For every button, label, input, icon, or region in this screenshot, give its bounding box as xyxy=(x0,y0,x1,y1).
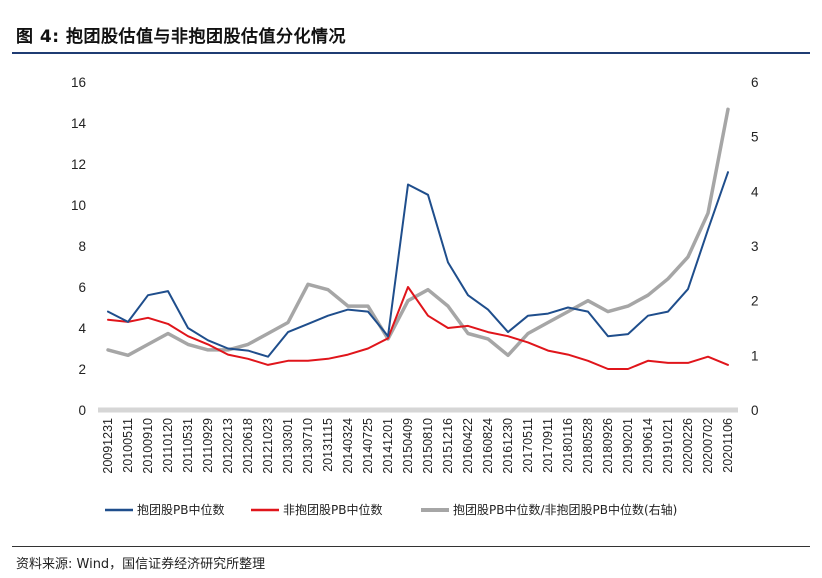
x-tick-label: 20121023 xyxy=(261,418,275,474)
x-tick-label: 20170911 xyxy=(541,418,555,473)
left-tick-label: 8 xyxy=(78,239,86,254)
footer-rule xyxy=(12,546,810,547)
x-tick-label: 20180528 xyxy=(581,418,595,474)
left-tick-label: 0 xyxy=(78,403,86,418)
figure-title: 图 4: 抱团股估值与非抱团股估值分化情况 xyxy=(16,27,346,47)
series-line-1 xyxy=(107,171,729,358)
x-tick-label: 20190201 xyxy=(621,418,635,474)
x-tick-label: 20160422 xyxy=(461,418,475,474)
x-tick-label: 20151216 xyxy=(441,418,455,474)
legend-label: 抱团股PB中位数 xyxy=(137,502,224,517)
left-tick-label: 2 xyxy=(78,362,86,377)
right-axis-ticks: 0 1 2 3 4 5 6 xyxy=(751,75,759,418)
x-tick-label: 20161230 xyxy=(501,418,515,474)
x-tick-label: 20120618 xyxy=(241,418,255,474)
source-note: 资料来源: Wind，国信证券经济研究所整理 xyxy=(16,557,266,572)
x-axis-ticks: 20091231 20100511 20100910 20110120 20110531… xyxy=(101,418,735,474)
series-lines xyxy=(106,107,730,370)
legend: 抱团股PB中位数 非抱团股PB中位数 抱团股PB中位数/非抱团股PB中位数(右轴) xyxy=(105,502,677,517)
x-tick-label: 20180926 xyxy=(601,418,615,474)
x-tick-label: 20141201 xyxy=(381,418,395,474)
right-tick-label: 3 xyxy=(751,239,759,254)
left-tick-label: 12 xyxy=(71,157,86,172)
right-tick-label: 0 xyxy=(751,403,759,418)
legend-label: 抱团股PB中位数/非抱团股PB中位数(右轴) xyxy=(453,502,677,517)
x-tick-label: 20200226 xyxy=(681,418,695,474)
x-tick-label: 20140324 xyxy=(341,418,355,474)
x-tick-label: 20180116 xyxy=(561,418,575,473)
right-tick-label: 2 xyxy=(751,294,759,309)
x-tick-label: 20191021 xyxy=(661,418,675,474)
x-tick-label: 20200702 xyxy=(701,418,715,474)
x-tick-label: 20150409 xyxy=(401,418,415,474)
x-tick-label: 20131115 xyxy=(321,418,335,472)
right-tick-label: 5 xyxy=(751,130,759,145)
left-axis-ticks: 0 2 4 6 8 10 12 14 16 xyxy=(71,75,87,418)
x-tick-label: 20150810 xyxy=(421,418,435,474)
x-tick-label: 20170511 xyxy=(521,418,535,473)
x-tick-label: 20201106 xyxy=(721,418,735,473)
x-tick-label: 20110531 xyxy=(181,418,195,473)
x-tick-label: 20160824 xyxy=(481,418,495,474)
title-rule xyxy=(12,52,810,54)
x-tick-label: 20130301 xyxy=(281,418,295,474)
left-tick-label: 6 xyxy=(78,280,86,295)
x-tick-label: 20110929 xyxy=(201,418,215,473)
right-tick-label: 6 xyxy=(751,75,759,90)
series-line-3 xyxy=(106,107,730,358)
left-tick-label: 14 xyxy=(71,116,87,131)
left-tick-label: 10 xyxy=(71,198,86,213)
right-tick-label: 1 xyxy=(751,348,759,363)
x-tick-label: 20190614 xyxy=(641,418,655,474)
x-tick-label: 20110120 xyxy=(161,418,175,473)
legend-label: 非抱团股PB中位数 xyxy=(283,502,382,517)
left-tick-label: 16 xyxy=(71,75,86,90)
left-tick-label: 4 xyxy=(78,321,86,336)
x-tick-label: 20100910 xyxy=(141,418,155,474)
x-tick-label: 20130710 xyxy=(301,418,315,474)
x-tick-label: 20100511 xyxy=(121,418,135,473)
x-tick-label: 20140725 xyxy=(361,418,375,474)
right-tick-label: 4 xyxy=(751,184,759,199)
x-tick-label: 20120213 xyxy=(221,418,235,474)
series-line-2 xyxy=(107,286,729,370)
x-tick-label: 20091231 xyxy=(101,418,115,474)
